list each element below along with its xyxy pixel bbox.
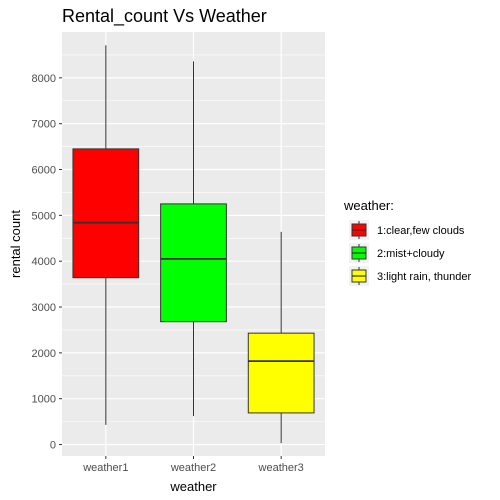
y-tick-label: 0: [50, 440, 56, 452]
y-tick-label: 2000: [32, 348, 56, 360]
box-weather2: [160, 203, 227, 323]
box-weather1: [72, 148, 140, 279]
y-tick-label: 8000: [32, 73, 56, 85]
y-axis-title: rental count: [8, 210, 23, 278]
x-tick-label: weather1: [82, 462, 128, 474]
y-tick-label: 5000: [32, 210, 56, 222]
box-weather3: [247, 332, 315, 414]
y-tick-label: 4000: [32, 256, 56, 268]
x-tick-label: weather2: [170, 462, 216, 474]
y-tick-label: 7000: [32, 119, 56, 131]
chart-title: Rental_count Vs Weather: [62, 6, 267, 26]
x-axis-title: weather: [169, 479, 217, 494]
y-tick-label: 3000: [32, 302, 56, 314]
x-tick-label: weather3: [258, 462, 304, 474]
legend-entry-label: 2:mist+cloudy: [377, 248, 445, 260]
legend-entry-label: 1:clear,few clouds: [377, 225, 465, 237]
y-tick-label: 6000: [32, 165, 56, 177]
legend-title: weather:: [343, 198, 394, 213]
y-tick-label: 1000: [32, 394, 56, 406]
legend-entry-label: 3:light rain, thunder: [377, 271, 472, 283]
